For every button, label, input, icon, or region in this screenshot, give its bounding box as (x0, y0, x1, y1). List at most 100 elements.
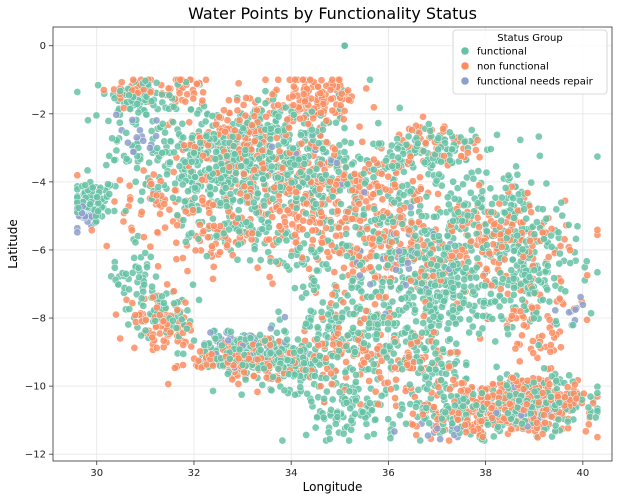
scatter-point (449, 375, 458, 384)
scatter-point (165, 205, 174, 214)
scatter-point (472, 401, 481, 410)
x-tick-label: 34 (285, 468, 298, 479)
scatter-point (362, 307, 371, 315)
scatter-point (296, 114, 304, 123)
scatter-point (181, 97, 190, 106)
scatter-point (426, 249, 435, 258)
scatter-point (341, 214, 350, 222)
scatter-point (268, 194, 277, 203)
scatter-point (370, 205, 379, 213)
scatter-point (119, 104, 128, 112)
scatter-point (527, 178, 536, 187)
scatter-point (102, 242, 111, 250)
scatter-point (554, 228, 563, 237)
scatter-point (212, 231, 221, 240)
scatter-point (132, 133, 141, 142)
scatter-point (302, 319, 310, 328)
scatter-point (246, 256, 254, 265)
scatter-point (443, 243, 452, 252)
scatter-point (479, 298, 488, 307)
scatter-point (360, 188, 369, 197)
scatter-point (142, 110, 151, 119)
scatter-point (116, 334, 125, 343)
scatter-point (392, 265, 400, 274)
scatter-point (250, 166, 259, 174)
scatter-point (446, 335, 454, 344)
legend-entry: functional needs repair (477, 77, 594, 88)
scatter-point (351, 223, 360, 231)
scatter-point (135, 273, 143, 282)
scatter-point (457, 387, 465, 395)
scatter-point (419, 319, 428, 327)
scatter-point (518, 295, 527, 304)
scatter-point (371, 387, 380, 396)
scatter-point (274, 101, 282, 109)
scatter-point (472, 273, 481, 282)
scatter-point (298, 225, 307, 234)
scatter-point (534, 341, 543, 350)
scatter-point (166, 137, 175, 146)
scatter-point (283, 356, 292, 364)
scatter-point (147, 127, 156, 135)
scatter-point (530, 387, 539, 396)
scatter-point (273, 328, 281, 337)
scatter-point (324, 428, 333, 437)
scatter-point (265, 273, 274, 281)
scatter-point (512, 162, 520, 171)
scatter-point (210, 222, 218, 230)
scatter-point (395, 247, 403, 256)
scatter-point (241, 375, 250, 384)
scatter-point (439, 250, 448, 259)
scatter-point (540, 364, 549, 373)
scatter-point (335, 249, 344, 257)
y-tick-label: −2 (31, 109, 46, 120)
scatter-point (542, 179, 551, 188)
scatter-point (579, 300, 587, 309)
scatter-point (112, 146, 121, 155)
scatter-point (125, 285, 133, 294)
scatter-point (413, 249, 422, 258)
scatter-point (555, 259, 564, 268)
scatter-point (343, 331, 352, 340)
scatter-point (296, 168, 305, 177)
scatter-point (195, 296, 203, 304)
scatter-point (420, 226, 429, 235)
scatter-point (469, 287, 478, 296)
scatter-point (366, 75, 374, 84)
scatter-point (370, 103, 378, 112)
scatter-point (88, 183, 97, 192)
scatter-point (131, 238, 140, 247)
scatter-point (451, 401, 459, 410)
scatter-point (530, 266, 539, 275)
scatter-point (343, 291, 352, 300)
scatter-point (375, 235, 384, 244)
scatter-point (287, 178, 296, 187)
scatter-point (486, 184, 495, 193)
scatter-point (128, 116, 137, 124)
scatter-point (430, 403, 438, 412)
scatter-point (328, 290, 337, 299)
scatter-point (130, 344, 139, 352)
scatter-point (526, 237, 534, 245)
scatter-point (266, 341, 275, 349)
scatter-point (159, 336, 168, 345)
scatter-point (458, 217, 467, 225)
scatter-point (556, 242, 565, 250)
scatter-point (566, 259, 575, 267)
scatter-point (509, 291, 518, 299)
scatter-point (169, 118, 177, 126)
scatter-point (474, 167, 483, 175)
scatter-point (473, 254, 482, 263)
scatter-point (408, 420, 417, 429)
scatter-point (225, 163, 234, 171)
scatter-point (208, 242, 216, 251)
scatter-point (215, 113, 223, 121)
scatter-point (516, 136, 525, 144)
scatter-point (223, 116, 232, 125)
scatter-point (448, 252, 456, 260)
scatter-point (233, 255, 242, 264)
scatter-point (561, 287, 570, 296)
scatter-point (249, 198, 258, 207)
scatter-point (398, 405, 407, 413)
scatter-point (105, 190, 114, 198)
